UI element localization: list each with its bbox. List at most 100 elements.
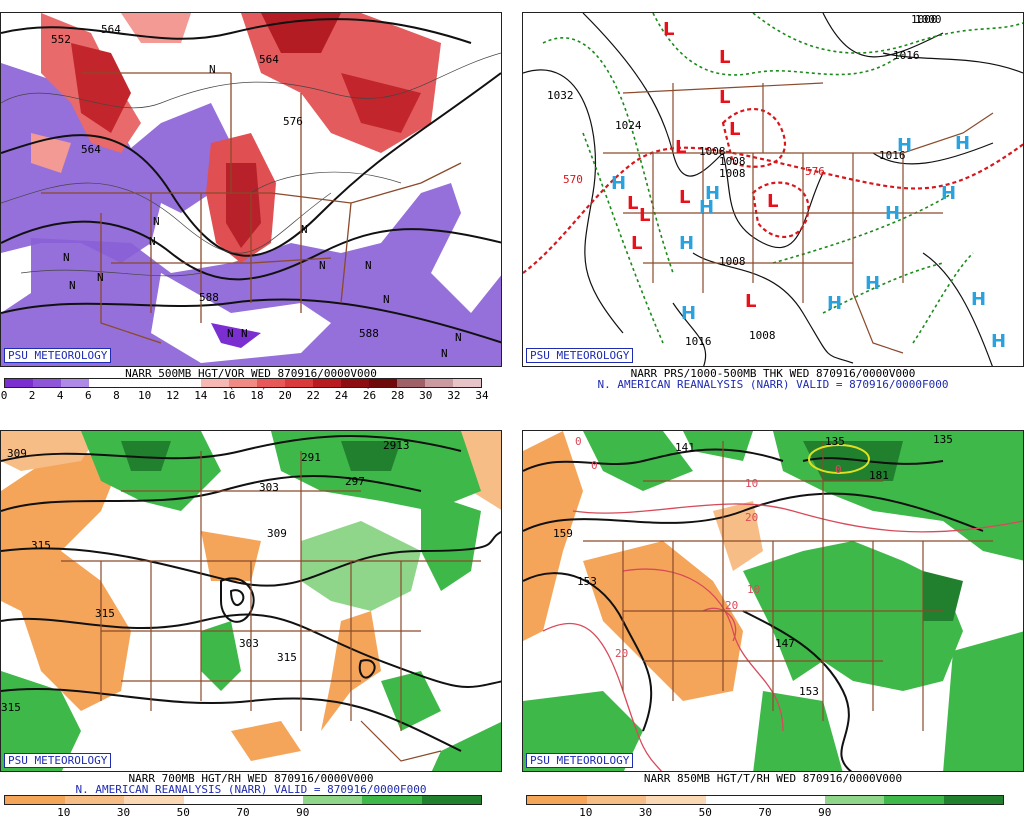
colorbar-tick-label: 16 <box>222 389 236 402</box>
contour-label: 309 <box>7 447 27 460</box>
colorbar-tick-label: 30 <box>116 806 131 819</box>
map-caption-valid: N. AMERICAN REANALYSIS (NARR) VALID = 87… <box>75 783 427 796</box>
high-pressure-marker: H <box>941 183 956 204</box>
colorbar-segment <box>943 796 1003 804</box>
high-pressure-marker: H <box>611 173 626 194</box>
colorbar-ticks: 10 30 50 70 90 <box>526 807 1004 819</box>
colorbar-tick-label: 22 <box>306 389 320 402</box>
high-pressure-marker: H <box>827 293 842 314</box>
temperature-label: 0 <box>591 459 598 472</box>
colorbar-tick-label: 50 <box>176 806 190 819</box>
temperature-label: 10 <box>745 477 758 490</box>
colorbar-tick-label: 10 <box>579 806 593 819</box>
colorbar-tick-label: 50 <box>698 806 712 819</box>
colorbar <box>526 795 1004 805</box>
temperature-label: 20 <box>725 599 738 612</box>
contour-label: 564 <box>101 23 121 36</box>
high-pressure-marker: H <box>699 197 714 218</box>
colorbar-tick-label: 6 <box>85 389 92 402</box>
panel-mslp-thickness: 1032 1024 1008 1008 1008 1008 1000 1016 … <box>522 12 1024 420</box>
colorbar-segment <box>145 379 173 387</box>
low-pressure-marker: L <box>745 291 756 312</box>
colorbar-segment <box>64 796 124 804</box>
isobar-label: 1024 <box>615 119 642 132</box>
vorticity-min-marker: N <box>209 63 216 76</box>
colorbar-tick-label: 34 <box>475 389 489 402</box>
colorbar-tick-label: 70 <box>758 806 772 819</box>
map-caption-valid: N. AMERICAN REANALYSIS (NARR) VALID = 87… <box>597 378 949 391</box>
temperature-label: 10 <box>747 583 760 596</box>
colorbar-segment <box>884 796 944 804</box>
vorticity-min-marker: N <box>441 347 448 360</box>
temperature-label: 20 <box>745 511 758 524</box>
isobar-label: 1016 <box>685 335 712 348</box>
vorticity-min-marker: N <box>227 327 234 340</box>
high-pressure-marker: H <box>955 133 970 154</box>
colorbar <box>4 378 482 388</box>
colorbar-tick-label: 90 <box>296 806 310 819</box>
contour-label: 309 <box>267 527 287 540</box>
temperature-label: 0 <box>835 463 842 476</box>
colorbar-ticks: 10 30 50 70 90 <box>4 807 482 819</box>
low-pressure-marker: L <box>729 119 740 140</box>
colorbar-tick-label: 28 <box>391 389 405 402</box>
colorbar-segment <box>285 379 313 387</box>
colorbar-tick-label: 0 <box>0 389 8 402</box>
colorbar-segment <box>117 379 145 387</box>
colorbar-segment <box>201 379 229 387</box>
isobar-label: 1008 <box>719 255 746 268</box>
colorbar-segment <box>705 796 765 804</box>
colorbar-tick-label: 32 <box>447 389 461 402</box>
contour-label: 2913 <box>383 439 410 452</box>
colorbar-segment <box>421 796 481 804</box>
colorbar-segment <box>341 379 369 387</box>
colorbar-segment <box>302 796 362 804</box>
contour-label: 153 <box>799 685 819 698</box>
psu-meteorology-badge: PSU METEOROLOGY <box>526 348 634 363</box>
isobar-label: 1000 <box>911 13 938 26</box>
contour-label: 576 <box>283 115 303 128</box>
colorbar-tick-label: 20 <box>278 389 292 402</box>
contour-label: 303 <box>259 481 279 494</box>
colorbar-tick-label: 12 <box>166 389 180 402</box>
contour-label: 564 <box>81 143 101 156</box>
contour-label: 147 <box>775 637 795 650</box>
colorbar-segment <box>646 796 706 804</box>
map-500mb: 552 564 576 588 588 564 564 N N N N N N … <box>0 12 502 367</box>
psu-meteorology-badge: PSU METEOROLOGY <box>4 753 112 768</box>
colorbar-segment <box>397 379 425 387</box>
colorbar-tick-label: 10 <box>137 389 152 402</box>
map-caption: NARR 850MB HGT/T/RH WED 870916/0000V000 <box>643 772 903 785</box>
isobar-label: 1016 <box>893 49 920 62</box>
temperature-label: 20 <box>615 647 628 660</box>
map-850mb: 141 159 153 147 153 135 135 181 0 0 10 2… <box>522 430 1024 772</box>
map-mslp: 1032 1024 1008 1008 1008 1008 1000 1016 … <box>522 12 1024 367</box>
colorbar-segment <box>824 796 884 804</box>
high-pressure-marker: H <box>679 233 694 254</box>
colorbar-segment <box>183 796 243 804</box>
panel-850mb-temp-rh: 141 159 153 147 153 135 135 181 0 0 10 2… <box>522 430 1024 838</box>
low-pressure-marker: L <box>639 205 650 226</box>
contour-label: 141 <box>675 441 695 454</box>
contour-label: 297 <box>345 475 365 488</box>
colorbar-segment <box>425 379 453 387</box>
contour-label: 135 <box>933 433 953 446</box>
colorbar-tick-label: 24 <box>334 389 349 402</box>
colorbar-tick-label: 26 <box>362 389 377 402</box>
thickness-label: 576 <box>805 165 825 178</box>
colorbar-segment <box>453 379 481 387</box>
colorbar-segment <box>229 379 257 387</box>
high-pressure-marker: H <box>865 273 880 294</box>
contour-label: 303 <box>239 637 259 650</box>
low-pressure-marker: L <box>631 233 642 254</box>
contour-label: 552 <box>51 33 71 46</box>
contour-label: 315 <box>31 539 51 552</box>
colorbar-segment <box>362 796 422 804</box>
high-pressure-marker: H <box>971 289 986 310</box>
low-pressure-marker: L <box>719 47 730 68</box>
vorticity-min-marker: N <box>383 293 390 306</box>
colorbar-tick-label: 8 <box>113 389 120 402</box>
colorbar-segment <box>61 379 89 387</box>
isobar-label: 1032 <box>547 89 574 102</box>
colorbar-segment <box>33 379 61 387</box>
